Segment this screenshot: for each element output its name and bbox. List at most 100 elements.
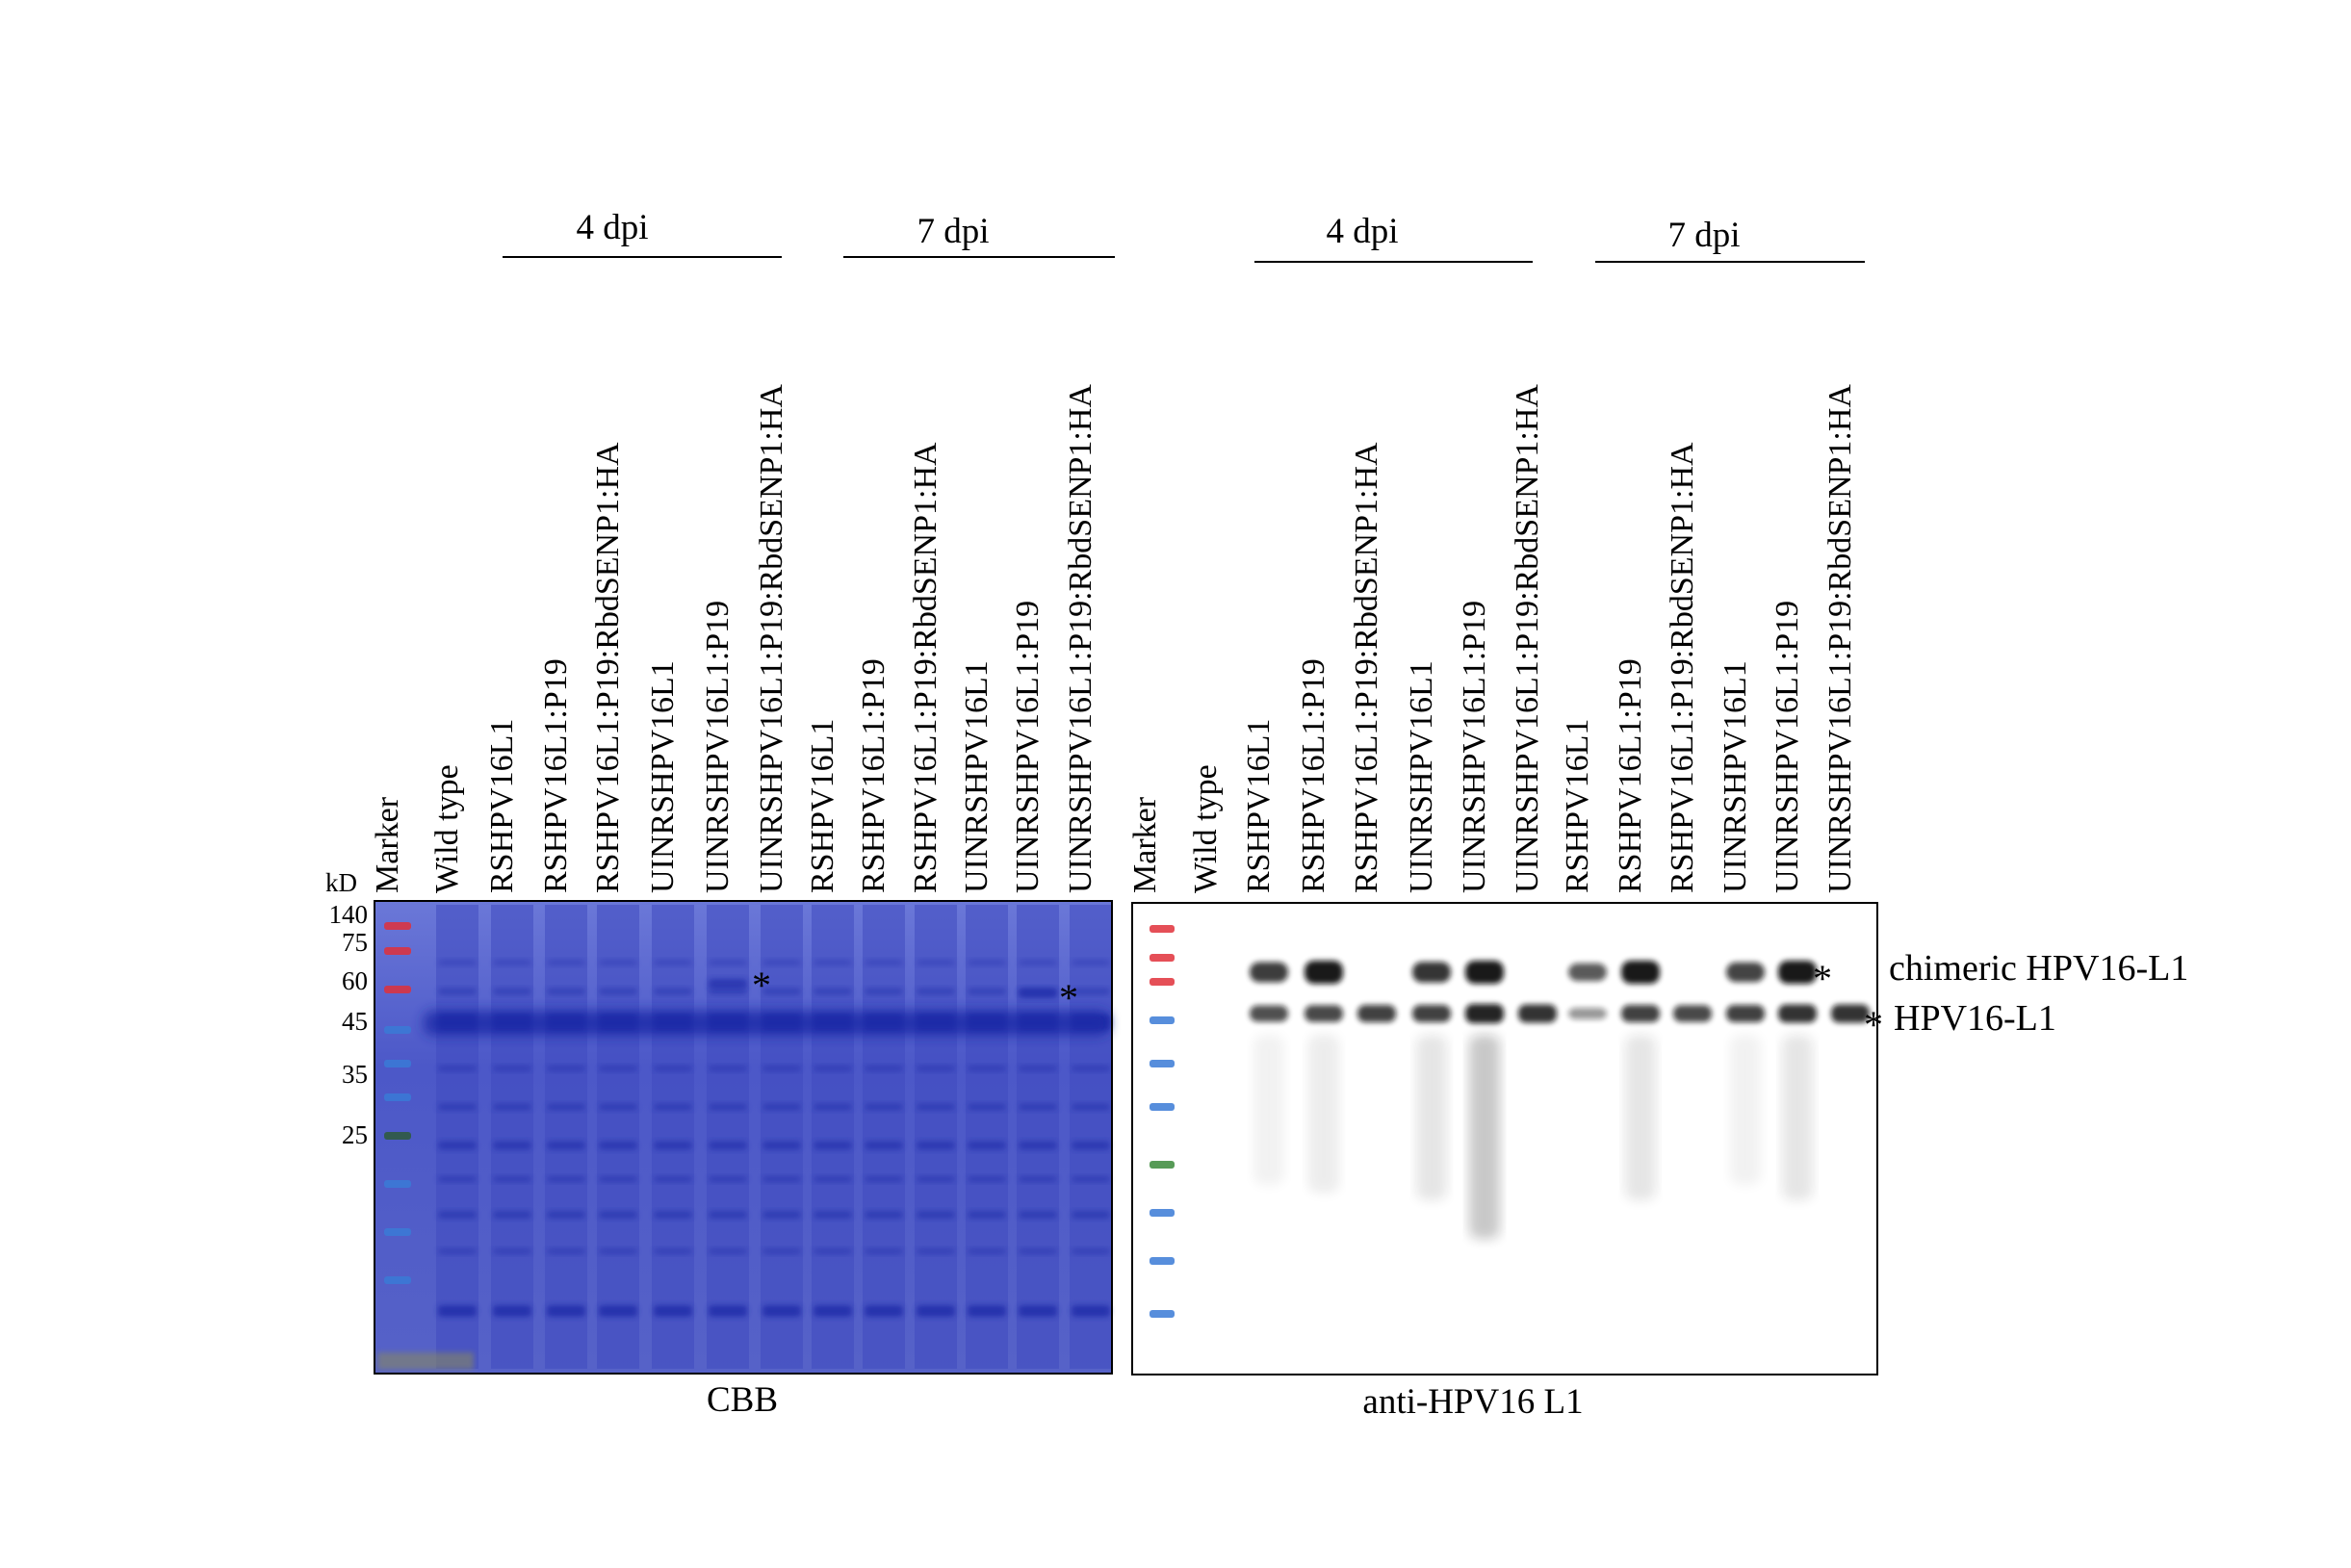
wb-chimeric-band — [1568, 963, 1607, 982]
wb-marker-band — [1150, 1016, 1175, 1024]
cbb-lane — [491, 905, 533, 1369]
native-band-label: HPV16-L1 — [1894, 998, 2056, 1039]
cbb-band — [438, 1211, 477, 1219]
cbb-band — [1072, 1305, 1110, 1317]
cbb-4dpi-label: 4 dpi — [576, 208, 648, 247]
cbb-band — [968, 1305, 1006, 1317]
wb-lane-label: UINRSHPV16L1:P19 — [1770, 601, 1805, 893]
cbb-band — [814, 988, 852, 995]
cbb-band — [654, 1305, 692, 1317]
cbb-band — [1019, 1141, 1057, 1150]
cbb-band — [917, 1066, 955, 1071]
cbb-band — [654, 1066, 692, 1071]
wb-marker-band — [1150, 1310, 1175, 1318]
wb-lane-label: UINRSHPV16L1:P19:RbdSENP1:HA — [1510, 384, 1545, 893]
cbb-lane-label: UINRSHPV16L1:P19:RbdSENP1:HA — [1063, 384, 1098, 893]
cbb-chimeric-band — [709, 979, 747, 989]
wb-native-band — [1250, 1005, 1288, 1022]
kd-25: 25 — [342, 1120, 368, 1149]
cbb-band — [599, 1176, 637, 1182]
kd-45: 45 — [342, 1007, 368, 1036]
kd-75: 75 — [342, 928, 368, 957]
wb-frame — [1131, 902, 1878, 1375]
wb-lane-label: RSHPV16L1:P19:RbdSENP1:HA — [1665, 442, 1700, 893]
kd-unit-label: kD — [325, 868, 357, 897]
cbb-band — [968, 1211, 1006, 1219]
cbb-band — [968, 1066, 1006, 1071]
cbb-marker-band — [384, 1093, 411, 1101]
cbb-band — [493, 1248, 531, 1254]
wb-chimeric-band — [1465, 961, 1504, 984]
wb-chimeric-band — [1305, 961, 1343, 984]
cbb-band — [654, 1211, 692, 1219]
cbb-lane — [812, 905, 854, 1369]
cbb-lane-labels: Marker Wild type RSHPV16L1 RSHPV16L1:P19 RSH… — [370, 384, 1098, 893]
cbb-caption: CBB — [707, 1380, 778, 1420]
cbb-lane-label: UINRSHPV16L1 — [645, 660, 681, 893]
cbb-lane-label: RSHPV16L1:P19 — [856, 658, 891, 893]
wb-4dpi-label: 4 dpi — [1326, 212, 1398, 251]
cbb-band — [762, 1141, 801, 1150]
wb-native-band — [1831, 1004, 1870, 1023]
cbb-band — [814, 1211, 852, 1219]
cbb-band — [493, 1141, 531, 1150]
cbb-band — [654, 1103, 692, 1111]
wb-native-band — [1412, 1005, 1451, 1022]
wb-marker-band — [1150, 978, 1175, 986]
cbb-star-7dpi: * — [1059, 976, 1078, 1019]
cbb-band — [762, 960, 801, 965]
cbb-lane — [597, 905, 639, 1369]
cbb-7dpi-label: 7 dpi — [917, 212, 989, 251]
cbb-lane-label: UINRSHPV16L1:P19:RbdSENP1:HA — [754, 384, 789, 893]
wb-native-band — [1621, 1005, 1660, 1022]
cbb-band — [709, 960, 747, 965]
cbb-lane-label: UINRSHPV16L1 — [959, 660, 995, 893]
cbb-marker-band — [384, 1060, 411, 1067]
wb-lane-label: RSHPV16L1:P19 — [1613, 658, 1648, 893]
cbb-band — [547, 1066, 585, 1071]
cbb-band — [438, 1066, 477, 1071]
cbb-band — [1019, 1305, 1057, 1317]
wb-smear — [1308, 1035, 1339, 1193]
cbb-lane-label: RSHPV16L1 — [484, 719, 520, 893]
cbb-marker-band — [384, 1132, 411, 1140]
cbb-band — [547, 1305, 585, 1317]
cbb-lane — [436, 905, 478, 1369]
cbb-band — [654, 960, 692, 965]
wb-chimeric-band — [1412, 962, 1451, 983]
cbb-band — [1072, 1211, 1110, 1219]
cbb-band — [917, 1103, 955, 1111]
cbb-lane-label: RSHPV16L1:P19:RbdSENP1:HA — [590, 442, 626, 893]
cbb-lane-label: Marker — [370, 796, 405, 893]
wb-background — [1132, 903, 1877, 1375]
cbb-band — [493, 1211, 531, 1219]
cbb-lanes — [377, 905, 1112, 1370]
wb-native-band — [1518, 1004, 1557, 1023]
cbb-gel-edge — [377, 1352, 474, 1370]
cbb-band — [493, 1176, 531, 1182]
cbb-band — [865, 1305, 903, 1317]
cbb-band — [762, 1248, 801, 1254]
wb-native-band — [1357, 1005, 1396, 1022]
wb-lane-label: UINRSHPV16L1:P19:RbdSENP1:HA — [1822, 384, 1858, 893]
wb-caption: anti-HPV16 L1 — [1362, 1382, 1583, 1422]
wb-marker-band — [1150, 954, 1175, 962]
cbb-marker-band — [384, 1228, 411, 1236]
cbb-band — [917, 1305, 955, 1317]
cbb-band — [709, 1248, 747, 1254]
cbb-band — [814, 1305, 852, 1317]
cbb-band — [599, 1066, 637, 1071]
chimeric-band-label: chimeric HPV16-L1 — [1889, 948, 2188, 989]
cbb-marker-band — [384, 1180, 411, 1188]
cbb-band — [709, 1103, 747, 1111]
cbb-band — [917, 1141, 955, 1150]
cbb-band — [917, 1211, 955, 1219]
cbb-band — [968, 1103, 1006, 1111]
cbb-lane-label: RSHPV16L1:P19 — [538, 658, 574, 893]
wb-smear — [1782, 1035, 1813, 1200]
cbb-lane — [545, 905, 587, 1369]
cbb-band — [709, 1141, 747, 1150]
cbb-band — [493, 988, 531, 995]
cbb-band — [865, 1066, 903, 1071]
